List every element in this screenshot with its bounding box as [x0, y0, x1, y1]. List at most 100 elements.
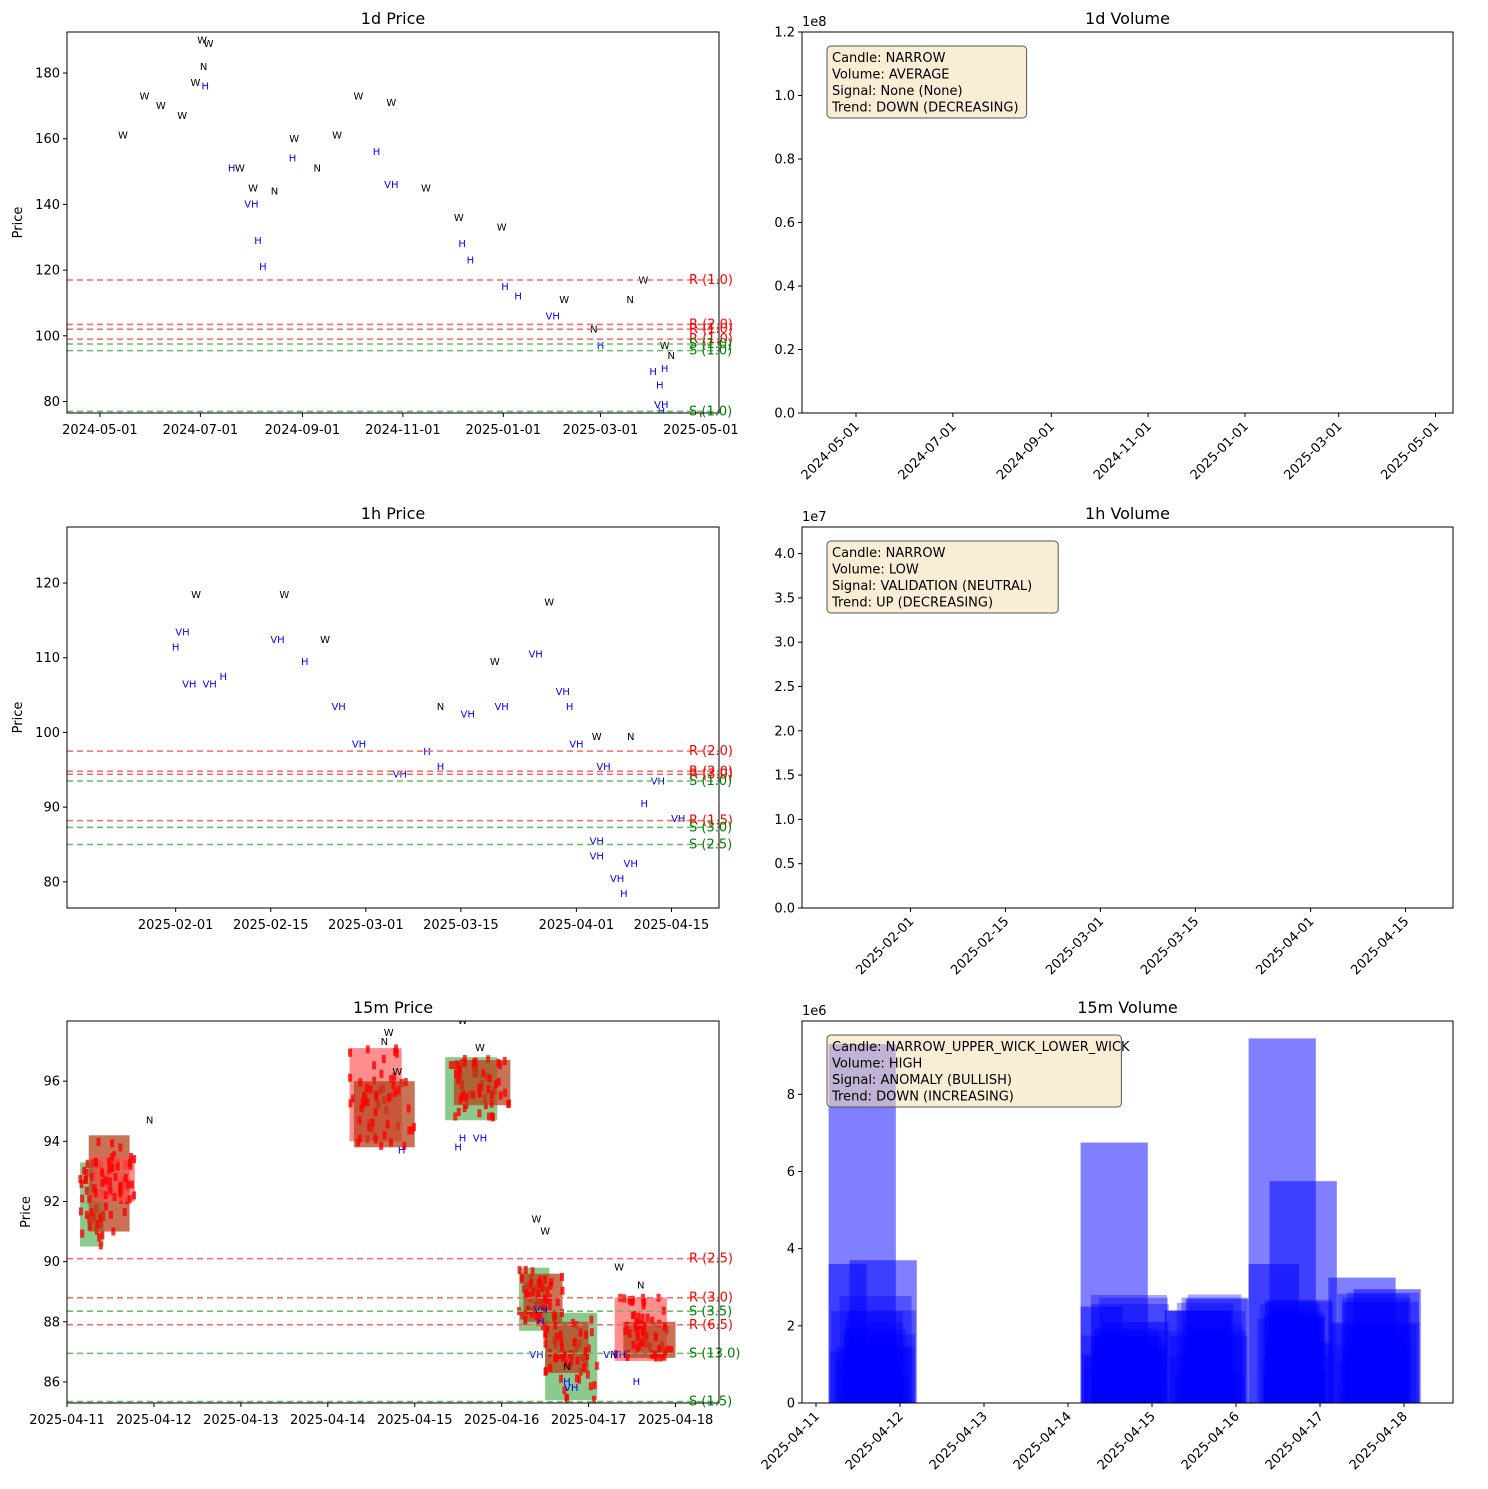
- volume-bar: [1169, 1356, 1230, 1403]
- chart-title: 1h Price: [361, 504, 425, 523]
- level-label: S (3.0): [689, 820, 732, 835]
- volume-bar: [1343, 1301, 1408, 1403]
- candle-body: [636, 1312, 641, 1321]
- y-tick-label: 100: [35, 726, 60, 741]
- candle-body: [553, 1354, 558, 1363]
- y-tick-label: 0.6: [774, 216, 795, 231]
- y-tick-label: 90: [43, 1255, 60, 1270]
- y-offset-label: 1e7: [802, 510, 827, 525]
- info-box-line: Volume: HIGH: [832, 1057, 922, 1072]
- chart-title: 1d Price: [361, 9, 425, 28]
- volume-bar: [839, 1296, 912, 1403]
- signal-marker: VH: [654, 400, 668, 411]
- volume-bar: [1081, 1335, 1159, 1403]
- level-label: R (1.5): [689, 814, 733, 829]
- candle-body: [477, 1109, 482, 1118]
- y-tick-label: 0.2: [774, 343, 795, 358]
- x-tick-label: 2025-04-18: [1347, 1409, 1411, 1473]
- candle-body: [548, 1363, 553, 1372]
- y-tick-label: 4: [787, 1242, 795, 1257]
- volume-bar: [1186, 1373, 1240, 1403]
- candle-body: [455, 1061, 460, 1070]
- signal-marker: H: [228, 164, 236, 175]
- candle-body: [486, 1055, 491, 1064]
- candle-body: [543, 1294, 548, 1303]
- candle-body: [653, 1333, 658, 1342]
- signal-marker: N: [200, 62, 207, 73]
- volume-bar: [1189, 1336, 1236, 1403]
- y-tick-label: 96: [43, 1075, 60, 1090]
- candle-body: [635, 1333, 640, 1342]
- candle-body: [131, 1191, 136, 1200]
- volume-bar: [1337, 1293, 1410, 1403]
- candle-body: [127, 1195, 132, 1204]
- signal-marker: N: [637, 1281, 644, 1292]
- volume-bar: [849, 1374, 911, 1403]
- candle-body: [658, 1353, 663, 1362]
- candle-body: [530, 1288, 535, 1297]
- volume-bar: [1248, 1264, 1299, 1403]
- candle-body: [118, 1183, 123, 1192]
- candle-body: [634, 1318, 639, 1327]
- volume-bar: [1257, 1318, 1323, 1403]
- volume-bar: [1272, 1309, 1322, 1403]
- chart-title: 15m Price: [353, 998, 433, 1017]
- signal-marker: H: [641, 799, 649, 810]
- candle-body: [79, 1179, 84, 1188]
- candle-body: [372, 1061, 377, 1070]
- candle-body: [627, 1329, 632, 1338]
- y-offset-label: 1e8: [802, 15, 827, 30]
- candle-body: [572, 1337, 577, 1346]
- candle-body: [569, 1357, 574, 1366]
- candle-body: [654, 1353, 659, 1362]
- candle-body: [103, 1191, 108, 1200]
- candle-body: [545, 1286, 550, 1295]
- x-tick-label: 2025-04-12: [843, 1409, 907, 1473]
- level-label: S (2.5): [689, 838, 732, 853]
- candle-body: [502, 1057, 507, 1066]
- candle-body: [575, 1356, 580, 1365]
- candle-body: [402, 1141, 407, 1150]
- volume-bar: [1095, 1350, 1162, 1403]
- candle-body: [110, 1164, 115, 1173]
- signal-marker: VH: [331, 702, 345, 713]
- candle-body: [642, 1321, 647, 1330]
- y-tick-label: 160: [35, 132, 60, 147]
- axes-frame: [66, 1020, 720, 1404]
- candle-body: [493, 1080, 498, 1089]
- volume-bar: [1100, 1348, 1167, 1403]
- candle-body: [458, 1095, 463, 1104]
- candle-body: [644, 1331, 649, 1340]
- candle-body: [663, 1347, 668, 1356]
- signal-marker: H: [289, 154, 297, 165]
- volume-bar: [842, 1347, 915, 1403]
- info-box-line: Trend: DOWN (INCREASING): [831, 1090, 1014, 1105]
- signal-marker: W: [592, 732, 602, 743]
- candle-body: [628, 1297, 633, 1306]
- signal-marker: H: [254, 236, 262, 247]
- signal-marker: N: [271, 187, 278, 198]
- axes-frame: [801, 526, 1454, 909]
- candle-body: [477, 1089, 482, 1098]
- level-label: S (3.5): [689, 1304, 732, 1319]
- plot-area: NWNNWWWNNWWWNWWNWWNWNNNNNWWNWWNNWWWWNWWW…: [118, 35, 675, 413]
- y-tick-label: 88: [43, 1315, 60, 1330]
- x-tick-label: 2025-05-01: [663, 423, 739, 438]
- candle-body: [361, 1092, 366, 1101]
- x-tick-label: 2025-04-14: [1011, 1409, 1075, 1473]
- signal-marker: H: [458, 239, 466, 250]
- candle-body: [373, 1135, 378, 1144]
- signal-marker: VH: [671, 814, 685, 825]
- volume-bar: [1351, 1326, 1406, 1403]
- x-tick-label: 2025-03-01: [1281, 419, 1345, 483]
- candle-body: [666, 1345, 671, 1354]
- candle-body: [543, 1339, 548, 1348]
- x-tick-label: 2024-11-01: [1091, 419, 1155, 483]
- candle-body: [84, 1168, 89, 1177]
- signal-marker: W: [544, 597, 554, 608]
- volume-bar: [831, 1311, 904, 1403]
- candle-body: [545, 1324, 550, 1333]
- signal-marker: W: [191, 590, 201, 601]
